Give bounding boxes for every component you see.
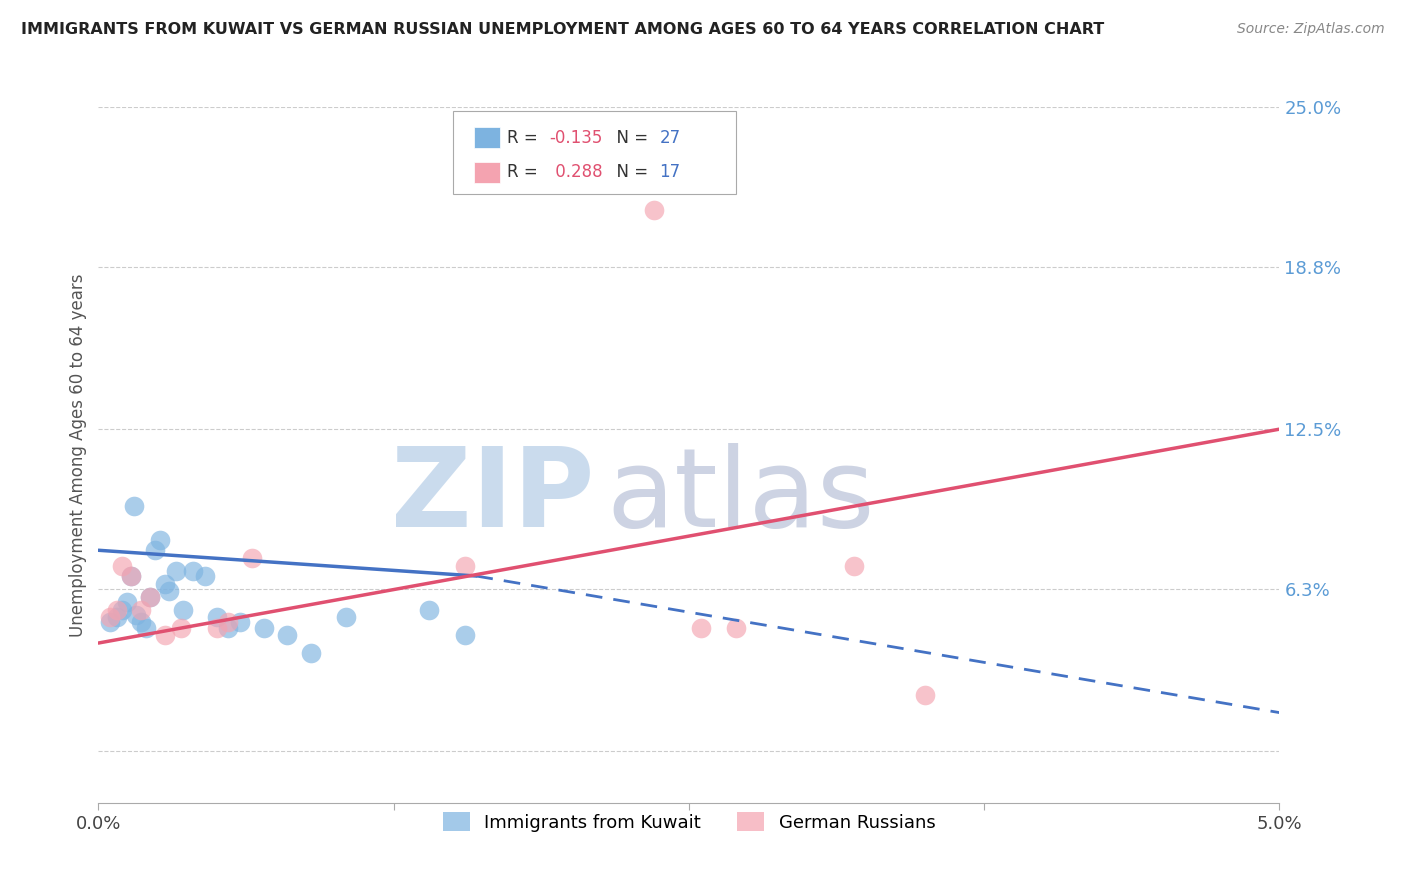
Text: 0.288: 0.288 <box>550 163 602 181</box>
FancyBboxPatch shape <box>474 162 501 183</box>
Text: -0.135: -0.135 <box>550 128 603 146</box>
Point <box>844 558 866 573</box>
FancyBboxPatch shape <box>453 111 737 194</box>
Point <box>689 621 711 635</box>
Text: IMMIGRANTS FROM KUWAIT VS GERMAN RUSSIAN UNEMPLOYMENT AMONG AGES 60 TO 64 YEARS : IMMIGRANTS FROM KUWAIT VS GERMAN RUSSIAN… <box>21 22 1104 37</box>
Point <box>453 628 475 642</box>
Point <box>205 621 228 635</box>
Text: R =: R = <box>508 128 543 146</box>
Text: N =: N = <box>606 163 654 181</box>
Text: atlas: atlas <box>606 443 875 550</box>
Point <box>143 543 166 558</box>
Text: R =: R = <box>508 163 543 181</box>
Point <box>172 602 194 616</box>
Text: Source: ZipAtlas.com: Source: ZipAtlas.com <box>1237 22 1385 37</box>
Legend: Immigrants from Kuwait, German Russians: Immigrants from Kuwait, German Russians <box>436 805 942 839</box>
Text: 27: 27 <box>659 128 681 146</box>
Point <box>914 688 936 702</box>
Point <box>643 203 665 218</box>
Point <box>299 646 322 660</box>
Point <box>170 621 193 635</box>
Text: N =: N = <box>606 128 654 146</box>
Point <box>105 602 128 616</box>
Point <box>139 590 162 604</box>
Point <box>276 628 298 642</box>
Point <box>335 610 357 624</box>
Text: ZIP: ZIP <box>391 443 595 550</box>
Point <box>253 621 276 635</box>
Point <box>157 584 180 599</box>
Point <box>725 621 748 635</box>
FancyBboxPatch shape <box>474 128 501 148</box>
Point <box>453 558 475 573</box>
Point <box>98 615 121 630</box>
Point <box>98 610 121 624</box>
Point <box>139 590 162 604</box>
Point <box>153 628 176 642</box>
Point <box>149 533 172 547</box>
Point <box>121 569 143 583</box>
Point <box>111 558 134 573</box>
Point <box>122 500 145 514</box>
Point <box>129 602 152 616</box>
Point <box>165 564 187 578</box>
Y-axis label: Unemployment Among Ages 60 to 64 years: Unemployment Among Ages 60 to 64 years <box>69 273 87 637</box>
Point <box>115 595 138 609</box>
Point <box>153 576 176 591</box>
Point <box>111 602 134 616</box>
Point <box>194 569 217 583</box>
Point <box>105 610 128 624</box>
Point <box>181 564 204 578</box>
Point <box>418 602 440 616</box>
Point <box>229 615 252 630</box>
Point <box>217 621 239 635</box>
Point <box>240 551 263 566</box>
Point <box>217 615 239 630</box>
Point <box>125 607 148 622</box>
Text: 17: 17 <box>659 163 681 181</box>
Point <box>129 615 152 630</box>
Point <box>205 610 228 624</box>
Point <box>121 569 143 583</box>
Point <box>135 621 157 635</box>
